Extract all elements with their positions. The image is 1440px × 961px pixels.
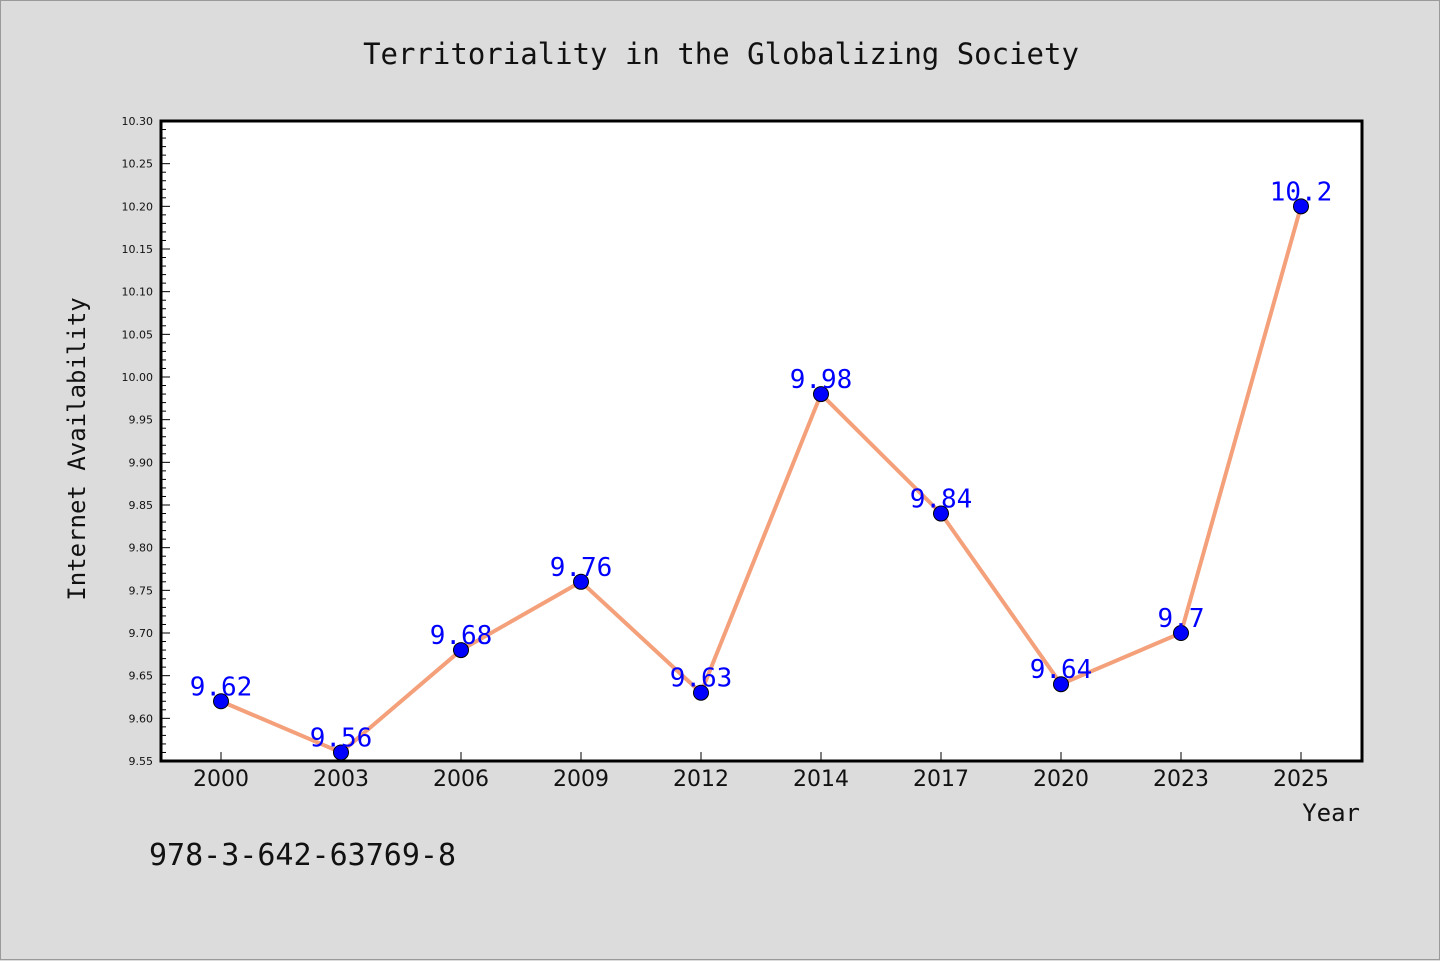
data-label: 9.68 (430, 621, 493, 651)
data-label: 9.63 (670, 664, 733, 694)
data-point (573, 573, 589, 590)
x-tick-label: 2006 (433, 767, 489, 792)
plot-area (161, 121, 1362, 761)
footer-code: 978-3-642-63769-8 (149, 838, 456, 873)
y-axis-label: Internet Availability (63, 297, 91, 600)
data-label: 9.7 (1158, 604, 1205, 634)
plot-border (159, 119, 1364, 763)
y-tick-label: 9.95 (129, 414, 154, 427)
data-label: 9.64 (1030, 655, 1093, 685)
data-point (1173, 625, 1189, 641)
x-axis-label: Year (1302, 799, 1360, 827)
y-tick-label: 9.90 (129, 456, 154, 469)
data-label: 9.56 (310, 723, 373, 753)
y-tick-label: 10.25 (122, 158, 154, 171)
y-tick-label: 10.05 (122, 328, 154, 341)
data-label: 9.98 (790, 365, 853, 395)
y-tick-label: 9.85 (129, 499, 154, 512)
y-tick-label: 10.10 (122, 286, 154, 299)
x-tick-label: 2017 (913, 767, 969, 792)
x-axis: 2000 2003 2006 2009 2012 2014 2017 2020 2023 2025 (193, 752, 1329, 792)
data-points (213, 198, 1309, 761)
y-tick-label: 9.75 (129, 584, 154, 597)
y-tick-label: 10.00 (122, 371, 154, 384)
y-axis: 9.55 9.60 9.65 9.70 9.75 9.80 9.85 9.90 9.95 10.0… (122, 115, 170, 768)
y-tick-label: 10.30 (122, 115, 154, 128)
y-tick-label: 9.70 (129, 627, 154, 640)
x-tick-label: 2009 (553, 767, 609, 792)
data-point (453, 642, 469, 659)
y-tick-label: 9.80 (129, 542, 154, 555)
data-label: 10.2 (1270, 177, 1333, 207)
data-label: 9.76 (550, 553, 613, 583)
x-tick-label: 2000 (193, 767, 249, 792)
data-label: 9.84 (910, 485, 973, 515)
x-tick-label: 2014 (793, 767, 849, 792)
data-labels: 9.62 9.56 9.68 9.76 9.63 9.98 9.84 9.64 9.7 10.2 (190, 177, 1333, 753)
data-point (693, 684, 709, 701)
y-tick-label: 10.15 (122, 243, 154, 256)
data-point (813, 386, 829, 403)
x-tick-label: 2003 (313, 767, 369, 792)
data-point (1293, 198, 1309, 215)
x-tick-label: 2012 (673, 767, 729, 792)
x-tick-label: 2020 (1033, 767, 1089, 792)
data-point (933, 505, 949, 522)
y-tick-label: 10.20 (122, 200, 154, 213)
x-tick-label: 2025 (1273, 767, 1329, 792)
data-label: 9.62 (190, 672, 253, 702)
data-point (213, 693, 229, 710)
series-line (220, 205, 1303, 755)
x-tick-label: 2023 (1153, 767, 1209, 792)
y-tick-label: 9.65 (129, 670, 154, 683)
y-tick-label: 9.60 (129, 712, 154, 725)
chart-title: Territoriality in the Globalizing Societ… (363, 37, 1079, 71)
y-tick-label: 9.55 (129, 755, 154, 768)
data-point (1053, 676, 1069, 693)
